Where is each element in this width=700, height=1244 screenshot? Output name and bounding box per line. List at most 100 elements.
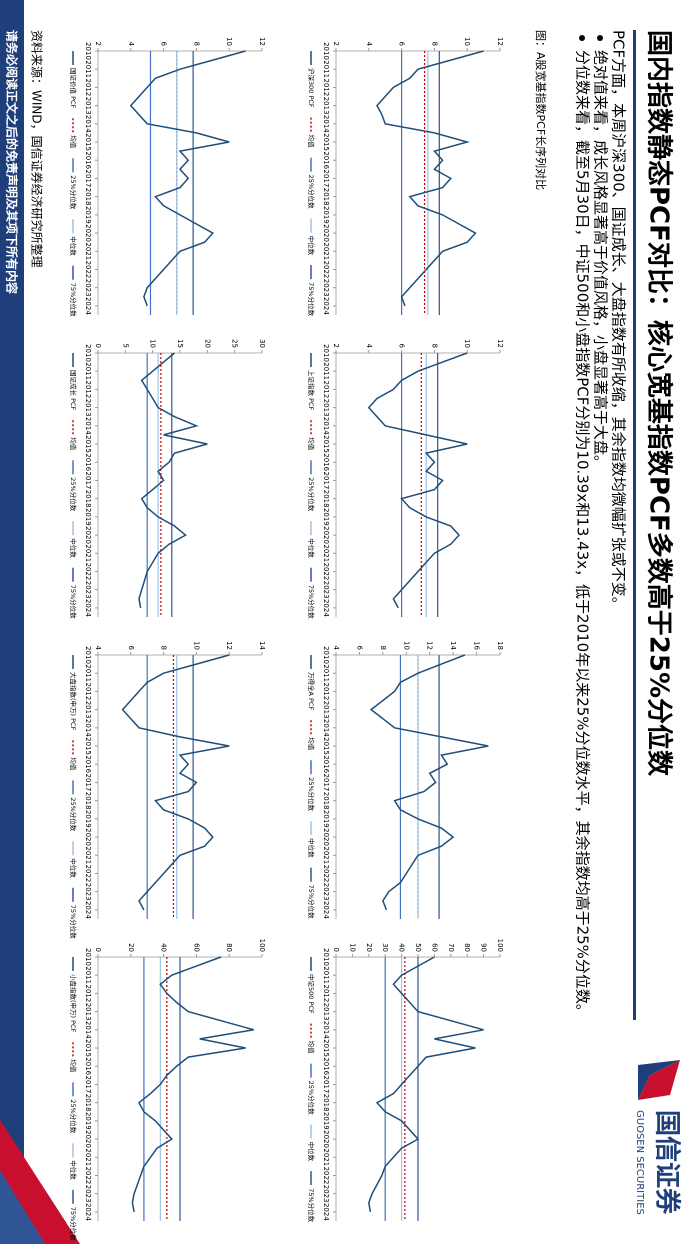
x-tick-label: 2012	[84, 682, 92, 700]
legend-label: 25%分位数	[69, 175, 78, 209]
x-tick-label: 2015	[322, 1039, 330, 1057]
x-tick-label: 2023	[84, 883, 92, 901]
x-tick-label: 2012	[322, 78, 330, 96]
x-tick-label: 2017	[322, 170, 330, 188]
x-tick-label: 2023	[84, 581, 92, 599]
x-tick-label: 2021	[322, 242, 330, 260]
legend-label: 均值	[69, 437, 78, 451]
legend-label: 国证价值 PCF	[69, 68, 78, 109]
y-tick-label: 12	[258, 37, 266, 46]
legend-label: 均值	[307, 135, 316, 149]
y-tick-label: 10	[402, 641, 410, 650]
x-tick-label: 2023	[84, 279, 92, 297]
legend-label: 均值	[69, 1059, 78, 1073]
y-tick-label: 90	[480, 943, 488, 952]
x-tick-label: 2011	[322, 966, 330, 984]
legend-label: 75%分位数	[69, 283, 78, 317]
x-tick-label: 2010	[322, 646, 330, 664]
x-tick-label: 2010	[322, 948, 330, 966]
x-tick-label: 2016	[84, 1057, 92, 1075]
y-tick-label: 50	[414, 943, 422, 952]
y-tick-label: 10	[463, 37, 471, 46]
x-tick-label: 2022	[84, 563, 92, 581]
x-tick-label: 2011	[322, 362, 330, 380]
y-tick-label: 6	[398, 42, 406, 47]
bullet-dot	[597, 35, 603, 41]
x-tick-label: 2016	[84, 151, 92, 169]
x-tick-label: 2013	[322, 701, 330, 719]
x-tick-label: 2011	[322, 664, 330, 682]
x-tick-label: 2012	[322, 380, 330, 398]
legend-label: 小盘指数(申万) PCF	[69, 974, 78, 1033]
x-tick-label: 2011	[322, 60, 330, 78]
bullet: 分位数来看，截至5月30日，中证500和小盘指数PCF分别为10.39x和13.…	[574, 50, 592, 1019]
x-tick-label: 2021	[84, 846, 92, 864]
x-tick-label: 2017	[322, 1076, 330, 1094]
y-tick-label: 70	[447, 943, 455, 952]
title: 国内指数静态PCF对比：核心宽基指数PCF多数高于25%分位数	[644, 30, 675, 777]
x-tick-label: 2011	[84, 60, 92, 78]
y-tick-label: 20	[203, 339, 211, 348]
legend-label: 中位数	[307, 838, 316, 858]
x-tick-label: 2017	[84, 472, 92, 490]
x-tick-label: 2016	[322, 151, 330, 169]
legend-label: 75%分位数	[69, 1207, 78, 1241]
y-tick-label: 0	[94, 344, 102, 348]
y-tick-label: 8	[379, 646, 387, 650]
y-tick-label: 100	[496, 939, 504, 952]
x-tick-label: 2015	[84, 435, 92, 453]
x-tick-label: 2023	[322, 1185, 330, 1203]
pcf-line	[367, 352, 468, 609]
x-tick-label: 2023	[84, 1185, 92, 1203]
legend-label: 25%分位数	[307, 777, 316, 811]
x-tick-label: 2013	[322, 97, 330, 115]
legend-label: 中位数	[307, 236, 316, 256]
x-tick-label: 2012	[84, 380, 92, 398]
x-tick-label: 2019	[84, 1112, 92, 1130]
y-tick-label: 4	[94, 646, 102, 651]
logo-cn: 国信证券	[652, 1110, 682, 1215]
y-tick-label: 4	[365, 344, 373, 349]
pcf-line	[131, 956, 255, 1213]
x-tick-label: 2023	[322, 279, 330, 297]
x-tick-label: 2020	[322, 1130, 330, 1148]
x-tick-label: 2015	[322, 133, 330, 151]
footer-text: 请务必阅读正文之后的免责声明及其项下所有内容	[5, 30, 20, 294]
x-tick-label: 2010	[84, 42, 92, 60]
title-rule	[633, 30, 636, 1020]
x-tick-label: 2024	[84, 1203, 92, 1221]
x-tick-label: 2019	[84, 810, 92, 828]
legend-label: 均值	[69, 135, 78, 149]
legend-label: 中位数	[69, 1160, 78, 1180]
x-tick-label: 2020	[84, 828, 92, 846]
x-tick-label: 2018	[322, 1094, 330, 1112]
y-tick-label: 60	[192, 943, 200, 952]
logo-red	[638, 1060, 680, 1100]
x-tick-label: 2013	[84, 97, 92, 115]
y-tick-label: 6	[160, 42, 168, 47]
x-tick-label: 2017	[84, 1076, 92, 1094]
x-tick-label: 2018	[322, 792, 330, 810]
x-tick-label: 2013	[322, 1003, 330, 1021]
pcf-line	[376, 50, 484, 307]
x-tick-label: 2017	[322, 774, 330, 792]
legend-label: 中位数	[307, 538, 316, 558]
x-tick-label: 2016	[322, 755, 330, 773]
y-tick-label: 15	[176, 339, 184, 348]
bullet-dot	[579, 35, 585, 41]
pcf-line	[129, 50, 246, 307]
x-tick-label: 2015	[84, 1039, 92, 1057]
x-tick-label: 2019	[322, 206, 330, 224]
x-tick-label: 2021	[84, 544, 92, 562]
x-tick-label: 2022	[322, 261, 330, 279]
x-tick-label: 2014	[84, 115, 92, 133]
pcf-line	[369, 654, 489, 911]
legend-label: 25%分位数	[307, 175, 316, 209]
x-tick-label: 2013	[322, 399, 330, 417]
caption: 图：A股宽基指数PCF长序列对比	[534, 30, 548, 190]
y-tick-label: 2	[332, 42, 340, 46]
x-tick-label: 2014	[84, 1021, 92, 1039]
x-tick-label: 2019	[322, 1112, 330, 1130]
logo-blue	[638, 1060, 680, 1100]
